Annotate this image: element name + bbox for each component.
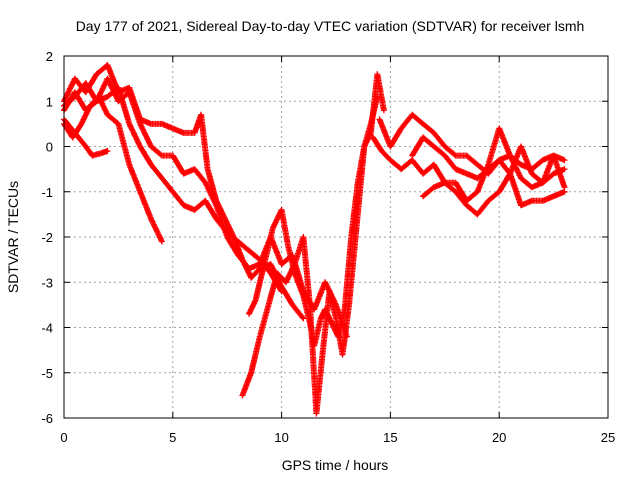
plot-frame	[63, 55, 609, 419]
y-tick-label: -5	[41, 366, 53, 381]
y-tick-label: -3	[41, 275, 53, 290]
x-tick-label: 5	[169, 430, 176, 445]
x-tick-label: 10	[274, 430, 288, 445]
x-tick-label: 20	[492, 430, 506, 445]
series-arc-7	[239, 93, 381, 417]
y-tick-label: 1	[46, 94, 53, 109]
x-tick-label: 15	[383, 430, 397, 445]
y-axis-label: SDTVAR / TECUs	[5, 181, 21, 293]
y-tick-label: -4	[41, 321, 53, 336]
axis-ticks: 0 5 10 15 20 25 -6 -5 -4 -3 -2 -1 0 1 2	[41, 49, 615, 445]
chart-title: Day 177 of 2021, Sidereal Day-to-day VTE…	[76, 18, 585, 34]
series-arc-2	[61, 116, 111, 159]
data-series	[61, 62, 568, 417]
y-tick-label: -1	[41, 185, 53, 200]
y-tick-label: 0	[46, 140, 53, 155]
y-tick-label: -6	[41, 411, 53, 426]
grid	[64, 56, 608, 418]
y-tick-label: -2	[41, 230, 53, 245]
series-arc-1	[61, 93, 165, 245]
x-tick-label: 0	[60, 430, 67, 445]
x-axis-label: GPS time / hours	[282, 457, 389, 473]
series-arc-10	[420, 170, 568, 218]
x-tick-label: 25	[601, 430, 615, 445]
y-tick-label: 2	[46, 49, 53, 64]
series-arc-11	[409, 134, 568, 191]
